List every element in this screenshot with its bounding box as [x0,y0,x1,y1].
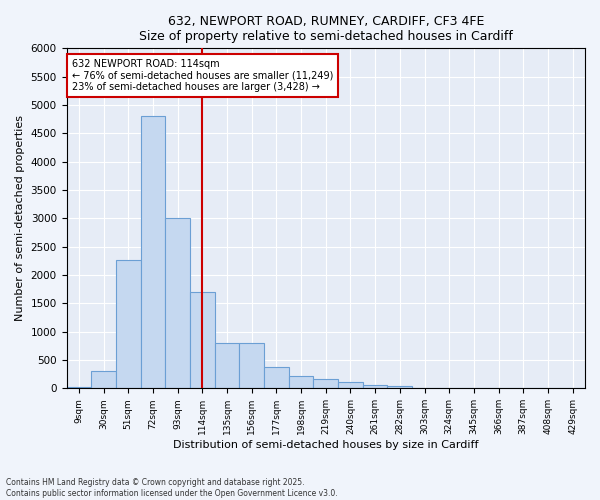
Bar [363,385,388,388]
Bar [264,367,289,388]
Bar [289,376,313,388]
Text: Contains HM Land Registry data © Crown copyright and database right 2025.
Contai: Contains HM Land Registry data © Crown c… [6,478,338,498]
Text: 632 NEWPORT ROAD: 114sqm
← 76% of semi-detached houses are smaller (11,249)
23% : 632 NEWPORT ROAD: 114sqm ← 76% of semi-d… [72,58,333,92]
Bar [67,387,91,388]
Bar [140,116,165,388]
Y-axis label: Number of semi-detached properties: Number of semi-detached properties [15,116,25,322]
Bar [313,378,338,388]
Bar [215,343,239,388]
Title: 632, NEWPORT ROAD, RUMNEY, CARDIFF, CF3 4FE
Size of property relative to semi-de: 632, NEWPORT ROAD, RUMNEY, CARDIFF, CF3 … [139,15,513,43]
X-axis label: Distribution of semi-detached houses by size in Cardiff: Distribution of semi-detached houses by … [173,440,479,450]
Bar [338,382,363,388]
Bar [239,343,264,388]
Bar [91,371,116,388]
Bar [165,218,190,388]
Bar [388,386,412,388]
Bar [116,260,140,388]
Bar [190,292,215,388]
